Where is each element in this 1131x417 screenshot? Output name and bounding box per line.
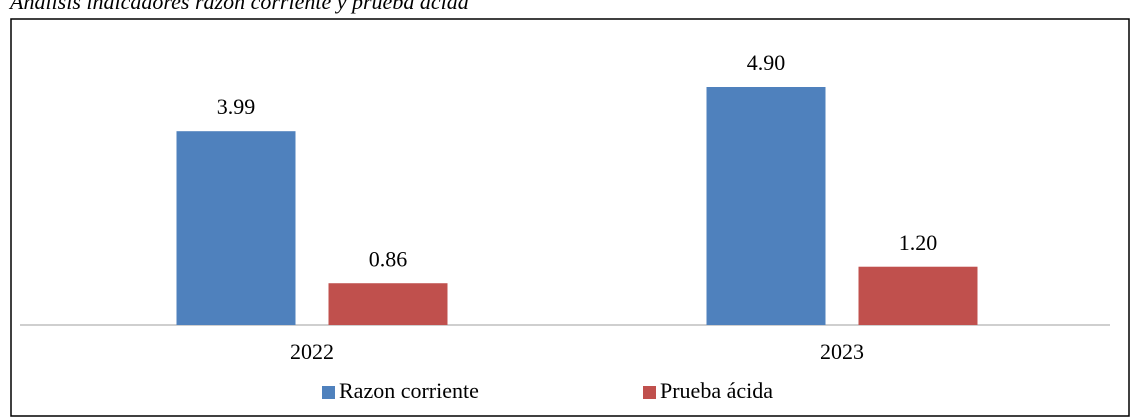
legend-label: Razon corriente <box>339 378 479 403</box>
bar <box>328 283 448 325</box>
data-label: 1.20 <box>899 230 938 255</box>
data-label: 4.90 <box>747 50 786 75</box>
chart-frame <box>10 18 1130 417</box>
bar <box>176 131 296 325</box>
bar <box>858 266 978 325</box>
legend-swatch <box>322 386 335 399</box>
bar <box>706 87 826 325</box>
x-tick-label: 2022 <box>290 339 334 364</box>
data-label: 0.86 <box>369 246 408 271</box>
legend-swatch <box>643 386 656 399</box>
x-tick-label: 2023 <box>820 339 864 364</box>
legend-label: Prueba ácida <box>660 378 773 403</box>
data-label: 3.99 <box>217 94 256 119</box>
chart-title: Análisis indicadores razón corriente y p… <box>8 0 469 14</box>
